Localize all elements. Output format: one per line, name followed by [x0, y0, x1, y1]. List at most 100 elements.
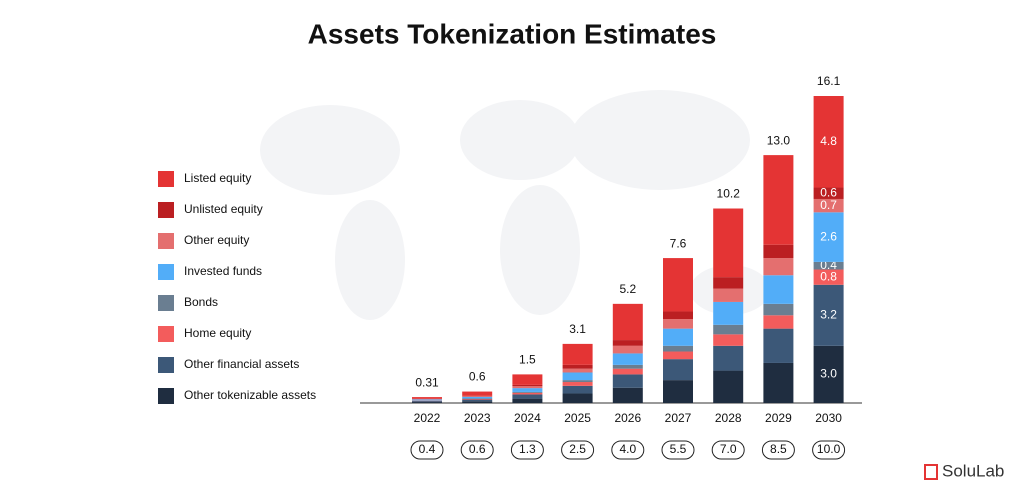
- bar-segment: [412, 402, 442, 403]
- bar-segment: [612, 340, 643, 346]
- pill-label: 5.5: [670, 442, 687, 456]
- legend-swatch: [158, 233, 174, 249]
- bar-segment: [462, 395, 493, 397]
- bar-segment: [612, 303, 643, 341]
- segment-label: 3.2: [820, 307, 837, 321]
- total-label: 13.0: [767, 133, 791, 147]
- pill: [761, 440, 795, 460]
- bar-segment: [813, 96, 844, 188]
- bar-segment: [813, 269, 844, 285]
- legend-label: Invested funds: [184, 264, 262, 278]
- bar-segment: [562, 364, 593, 369]
- bar-segment: [562, 343, 593, 365]
- x-tick-label: 2024: [514, 411, 541, 425]
- bar-segment: [663, 311, 693, 320]
- bar-segment: [512, 388, 543, 392]
- bar-segment: [813, 212, 844, 262]
- x-tick-label: 2025: [564, 411, 591, 425]
- bar-segment: [763, 362, 794, 403]
- legend-label: Listed equity: [184, 171, 251, 185]
- bar-segment: [562, 382, 593, 386]
- pill-label: 2.5: [569, 442, 586, 456]
- bar-segment: [512, 398, 543, 403]
- bar-segment: [462, 398, 493, 400]
- bar-segment: [713, 301, 744, 325]
- total-label: 0.31: [415, 375, 439, 389]
- pill: [611, 440, 645, 460]
- x-tick-label: 2026: [614, 411, 641, 425]
- bar-segment: [713, 277, 744, 289]
- legend-swatch: [158, 171, 174, 187]
- pill-label: 0.6: [469, 442, 486, 456]
- bar-segment: [713, 345, 744, 371]
- bar-segment: [562, 393, 593, 403]
- brand-logo: SoluLab: [924, 461, 1004, 480]
- bar-segment: [713, 334, 744, 346]
- total-label: 5.2: [619, 282, 636, 296]
- bar-segment: [612, 353, 643, 365]
- total-label: 7.6: [670, 236, 687, 250]
- bar-segment: [763, 258, 794, 276]
- x-tick-label: 2029: [765, 411, 792, 425]
- bar-segment: [813, 284, 844, 346]
- bar-segment: [462, 396, 493, 399]
- pill-label: 10.0: [817, 442, 841, 456]
- pill: [561, 440, 595, 460]
- legend-label: Other equity: [184, 233, 249, 247]
- bar-segment: [612, 374, 643, 388]
- bar-segment: [763, 315, 794, 329]
- pill: [460, 440, 494, 460]
- x-tick-label: 2022: [414, 411, 441, 425]
- bar-segment: [713, 370, 744, 403]
- legend-swatch: [158, 326, 174, 342]
- bar-segment: [713, 208, 744, 278]
- legend-swatch: [158, 295, 174, 311]
- segment-label: 4.8: [820, 134, 837, 148]
- pill: [510, 440, 544, 460]
- segment-label: 2.6: [820, 229, 837, 243]
- legend-swatch: [158, 202, 174, 218]
- bar-segment: [462, 401, 493, 403]
- pill: [410, 440, 444, 460]
- bar-segment: [763, 303, 794, 316]
- bar-segment: [412, 399, 442, 401]
- bar-segment: [663, 351, 693, 360]
- pill-label: 1.3: [519, 442, 536, 456]
- bar-segment: [763, 275, 794, 304]
- pill: [812, 440, 846, 460]
- bar-segment: [612, 345, 643, 354]
- bar-segment: [462, 396, 493, 397]
- bar-segment: [612, 368, 643, 375]
- bar-segment: [562, 372, 593, 381]
- bar-segment: [663, 345, 693, 352]
- bar-segment: [462, 398, 493, 399]
- legend-label: Bonds: [184, 295, 218, 309]
- bar-segment: [562, 368, 593, 373]
- bar-segment: [512, 384, 543, 387]
- total-label: 10.2: [717, 187, 741, 201]
- bar-segment: [512, 391, 543, 393]
- legend-swatch: [158, 264, 174, 280]
- pill-label: 8.5: [770, 442, 787, 456]
- x-tick-label: 2030: [815, 411, 842, 425]
- pill: [711, 440, 745, 460]
- bar-segment: [713, 288, 744, 302]
- legend-label: Other financial assets: [184, 357, 299, 371]
- bar-segment: [612, 364, 643, 369]
- total-label: 1.5: [519, 353, 536, 367]
- pill: [661, 440, 695, 460]
- x-tick-label: 2023: [464, 411, 491, 425]
- bar-segment: [512, 392, 543, 395]
- bar-segment: [813, 345, 844, 403]
- bar-segment: [813, 198, 844, 213]
- bar-segment: [512, 374, 543, 385]
- bar-segment: [512, 386, 543, 389]
- segment-label: 0.7: [820, 198, 837, 212]
- bar-segment: [763, 155, 794, 245]
- bar-segment: [663, 319, 693, 329]
- bar-segment: [562, 380, 593, 383]
- bar-segment: [763, 328, 794, 363]
- bar-segment: [713, 324, 744, 335]
- legend-label: Unlisted equity: [184, 202, 263, 216]
